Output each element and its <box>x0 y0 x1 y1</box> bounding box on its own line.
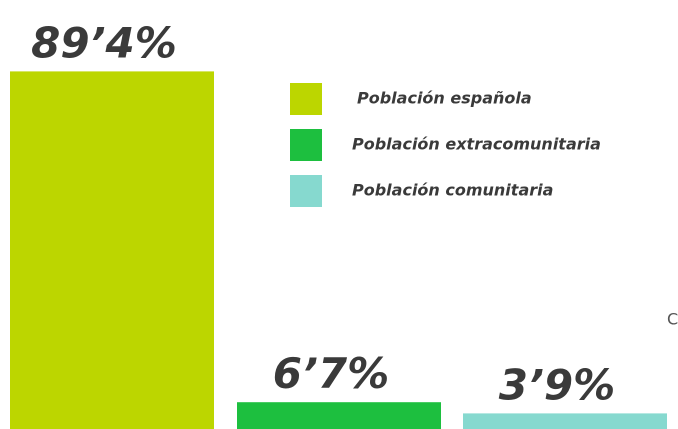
legend-label: Población extracomunitaria <box>352 135 601 154</box>
bar <box>463 413 667 429</box>
bar <box>237 402 441 429</box>
data-label: 3’9% <box>499 360 615 409</box>
legend-swatch <box>290 175 322 207</box>
legend-swatch <box>290 83 322 115</box>
legend-label: Población española <box>357 89 532 108</box>
data-label: 6’7% <box>273 349 389 398</box>
data-label: 89’4% <box>31 18 177 67</box>
legend-label: Población comunitaria <box>352 181 553 200</box>
bar <box>10 71 214 429</box>
annotation: C <box>667 310 678 329</box>
legend-swatch <box>290 129 322 161</box>
